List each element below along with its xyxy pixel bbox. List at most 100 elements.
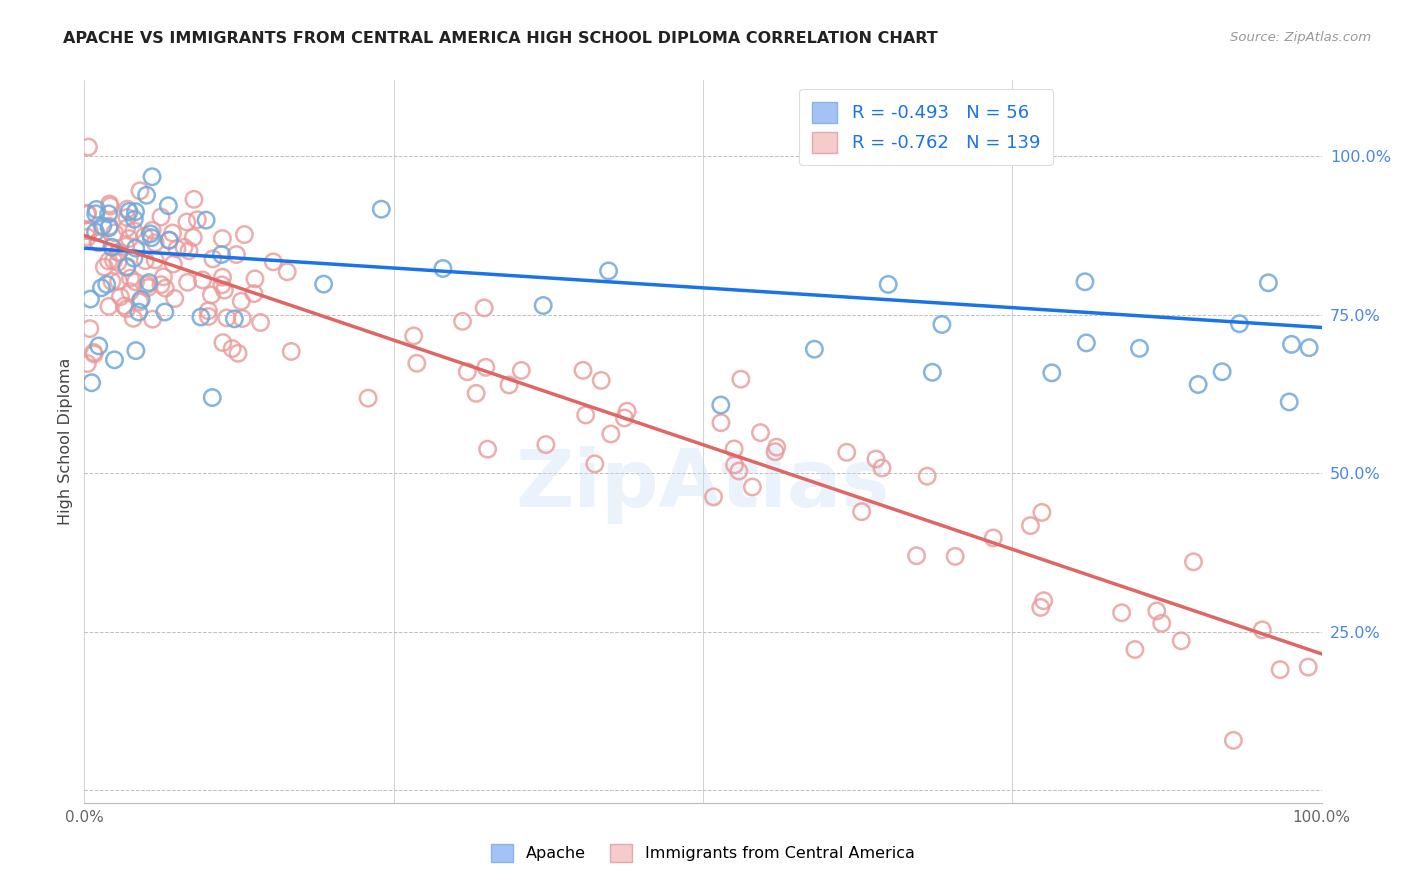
Point: [723, 458, 745, 472]
Point: [575, 408, 598, 422]
Point: [224, 311, 246, 326]
Point: [157, 233, 180, 247]
Point: [76, 230, 98, 244]
Point: [249, 316, 271, 330]
Point: [1123, 642, 1146, 657]
Point: [803, 342, 825, 356]
Point: [120, 271, 142, 285]
Point: [122, 251, 145, 265]
Point: [163, 292, 186, 306]
Point: [211, 277, 233, 292]
Point: [110, 290, 132, 304]
Point: [451, 314, 474, 328]
Point: [1040, 366, 1063, 380]
Point: [136, 280, 159, 294]
Point: [456, 365, 478, 379]
Point: [1251, 623, 1274, 637]
Point: [915, 469, 938, 483]
Point: [477, 442, 499, 457]
Point: [103, 253, 125, 268]
Point: [152, 269, 174, 284]
Point: [104, 226, 127, 240]
Point: [87, 235, 110, 249]
Point: [118, 204, 141, 219]
Point: [1268, 663, 1291, 677]
Point: [723, 442, 745, 456]
Point: [905, 549, 928, 563]
Point: [763, 444, 786, 458]
Point: [1111, 606, 1133, 620]
Point: [201, 391, 224, 405]
Point: [749, 425, 772, 440]
Point: [730, 372, 752, 386]
Point: [138, 276, 160, 290]
Point: [79, 321, 101, 335]
Point: [1211, 365, 1233, 379]
Point: [117, 202, 139, 216]
Point: [472, 301, 495, 315]
Point: [135, 188, 157, 202]
Point: [115, 260, 138, 275]
Point: [226, 346, 249, 360]
Point: [1187, 377, 1209, 392]
Point: [981, 531, 1004, 545]
Point: [357, 391, 380, 405]
Point: [572, 363, 595, 377]
Point: [143, 253, 166, 268]
Point: [76, 206, 98, 220]
Point: [97, 207, 120, 221]
Point: [76, 357, 98, 371]
Point: [1128, 341, 1150, 355]
Point: [162, 226, 184, 240]
Point: [98, 197, 121, 211]
Point: [1278, 395, 1301, 409]
Point: [877, 277, 900, 292]
Point: [103, 352, 125, 367]
Point: [1170, 633, 1192, 648]
Point: [107, 245, 129, 260]
Point: [1150, 616, 1173, 631]
Point: [79, 292, 101, 306]
Point: [150, 277, 173, 292]
Point: [1296, 660, 1319, 674]
Point: [142, 312, 165, 326]
Point: [1029, 600, 1052, 615]
Text: Source: ZipAtlas.com: Source: ZipAtlas.com: [1230, 31, 1371, 45]
Point: [173, 240, 195, 254]
Point: [134, 229, 156, 244]
Point: [215, 310, 238, 325]
Point: [176, 215, 198, 229]
Point: [118, 231, 141, 245]
Point: [190, 310, 212, 324]
Point: [139, 227, 162, 241]
Point: [141, 231, 163, 245]
Point: [96, 277, 118, 292]
Point: [1281, 337, 1303, 351]
Point: [90, 281, 112, 295]
Point: [115, 211, 138, 225]
Point: [157, 199, 180, 213]
Point: [135, 277, 157, 292]
Point: [80, 376, 103, 390]
Point: [125, 241, 148, 255]
Point: [598, 264, 620, 278]
Point: [591, 373, 613, 387]
Point: [710, 398, 733, 412]
Point: [195, 213, 218, 227]
Point: [157, 233, 180, 247]
Point: [124, 275, 146, 289]
Point: [1257, 276, 1279, 290]
Point: [125, 343, 148, 358]
Point: [77, 224, 100, 238]
Point: [765, 440, 787, 454]
Point: [98, 199, 121, 213]
Point: [129, 293, 152, 307]
Legend: Apache, Immigrants from Central America: Apache, Immigrants from Central America: [485, 838, 921, 868]
Point: [1229, 317, 1251, 331]
Point: [233, 227, 256, 242]
Point: [1298, 341, 1320, 355]
Point: [107, 255, 129, 269]
Point: [531, 298, 554, 312]
Point: [231, 311, 253, 326]
Point: [599, 427, 621, 442]
